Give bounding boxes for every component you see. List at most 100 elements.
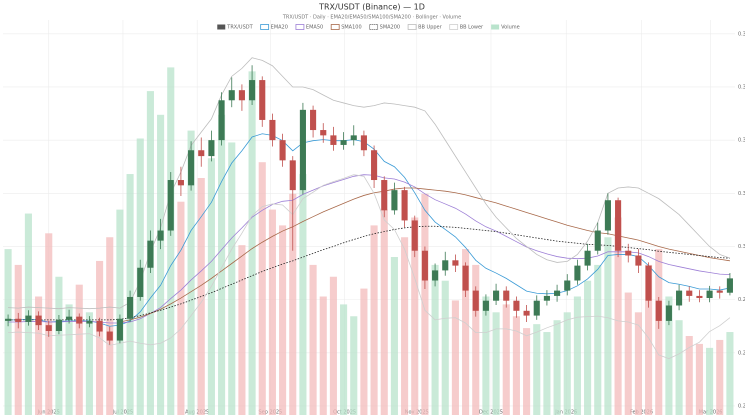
volume-bar (4, 249, 12, 415)
candle-body (706, 290, 713, 299)
indicator-line (8, 174, 730, 324)
volume-bar (35, 296, 43, 415)
volume-bar (431, 264, 439, 415)
legend-label: SMA100 (341, 25, 361, 31)
candle-body (127, 296, 134, 319)
x-tick-label: Aug 2025 (185, 410, 209, 416)
volume-bar (248, 71, 256, 415)
volume-bar (319, 296, 327, 415)
candle-body (289, 160, 296, 191)
volume-bar (85, 312, 93, 415)
volume-bar (594, 264, 602, 415)
candle-body (615, 200, 622, 251)
candle-body (66, 316, 73, 320)
volume-bar (411, 217, 419, 415)
candle-body (76, 316, 83, 324)
candle-body (45, 325, 52, 332)
candle-body (432, 270, 439, 281)
volume-bar (380, 209, 388, 415)
y-tick-label: 0.3 (738, 244, 745, 250)
volume-bar (502, 304, 510, 415)
candle-body (381, 180, 388, 211)
candle-body (503, 290, 510, 301)
volume-bar (716, 339, 724, 415)
volume-bar (177, 201, 185, 415)
candle-body (116, 318, 123, 341)
candle-body (218, 100, 225, 141)
legend-label: Volume (501, 25, 520, 31)
candle-body (86, 320, 93, 324)
volume-bar (360, 288, 368, 415)
volume-bar (573, 296, 581, 415)
volume-bar (492, 312, 500, 415)
candle-body (350, 135, 357, 141)
legend-label: EMA50 (306, 25, 323, 31)
volume-bar (279, 225, 287, 415)
volume-bar (14, 264, 22, 415)
volume-bar (228, 142, 236, 415)
volume-bar (624, 292, 632, 415)
volume-bar (472, 264, 480, 415)
candle-body (564, 280, 571, 291)
volume-bar (75, 284, 83, 415)
candle-body (15, 318, 22, 322)
indicator-line (8, 57, 731, 310)
legend-label: BB Lower (460, 25, 484, 31)
volume-bar (563, 312, 571, 415)
legend-swatch (407, 24, 417, 30)
candle-body (442, 260, 449, 271)
candle-body (462, 265, 469, 291)
candle-body (584, 250, 591, 266)
volume-bars (4, 67, 734, 416)
candle-body (55, 319, 62, 332)
volume-bar (533, 324, 541, 415)
indicator-line (119, 187, 730, 323)
legend-item: Volume (491, 24, 520, 31)
volume-bar (268, 209, 276, 415)
candle-body (554, 290, 561, 296)
volume-bar (685, 336, 693, 415)
candle-body (96, 320, 103, 332)
y-tick-label: 0.31 (738, 191, 745, 197)
candle-body (279, 140, 286, 161)
candle-body (299, 109, 306, 191)
candle-body (696, 295, 703, 299)
candle-body (655, 300, 662, 321)
candle-body (686, 290, 693, 296)
candle-body (604, 200, 611, 231)
volume-bar (655, 249, 663, 415)
volume-bar (401, 237, 409, 415)
volume-bar (634, 312, 642, 415)
volume-bar (238, 245, 246, 415)
candle-body (625, 250, 632, 256)
volume-bar (187, 130, 195, 415)
y-tick-label: 0.29 (738, 297, 745, 303)
candle-body (320, 130, 327, 136)
candle-body (665, 305, 672, 321)
volume-bar (512, 316, 520, 415)
y-tick-label: 0.34 (738, 31, 745, 37)
volume-bar (543, 332, 551, 415)
candle-body (188, 150, 195, 186)
candle-body (269, 119, 276, 141)
volume-bar (309, 264, 317, 415)
candle-body (137, 267, 144, 297)
candle-body (198, 150, 205, 157)
candle-body (533, 300, 540, 316)
candle-body (360, 135, 367, 151)
volume-bar (167, 67, 175, 416)
candle-body (167, 180, 174, 231)
volume-bar (258, 162, 266, 415)
candle-body (391, 190, 398, 211)
y-tick-label: 0.27 (738, 403, 745, 409)
candle-body (106, 331, 113, 341)
candle-body (472, 290, 479, 311)
volume-bar (55, 276, 63, 415)
candle-body (340, 140, 347, 145)
volume-bar (65, 304, 73, 415)
legend-swatch (260, 24, 270, 30)
candle-body (177, 180, 184, 186)
legend-swatch (330, 24, 340, 30)
volume-bar (695, 343, 703, 415)
